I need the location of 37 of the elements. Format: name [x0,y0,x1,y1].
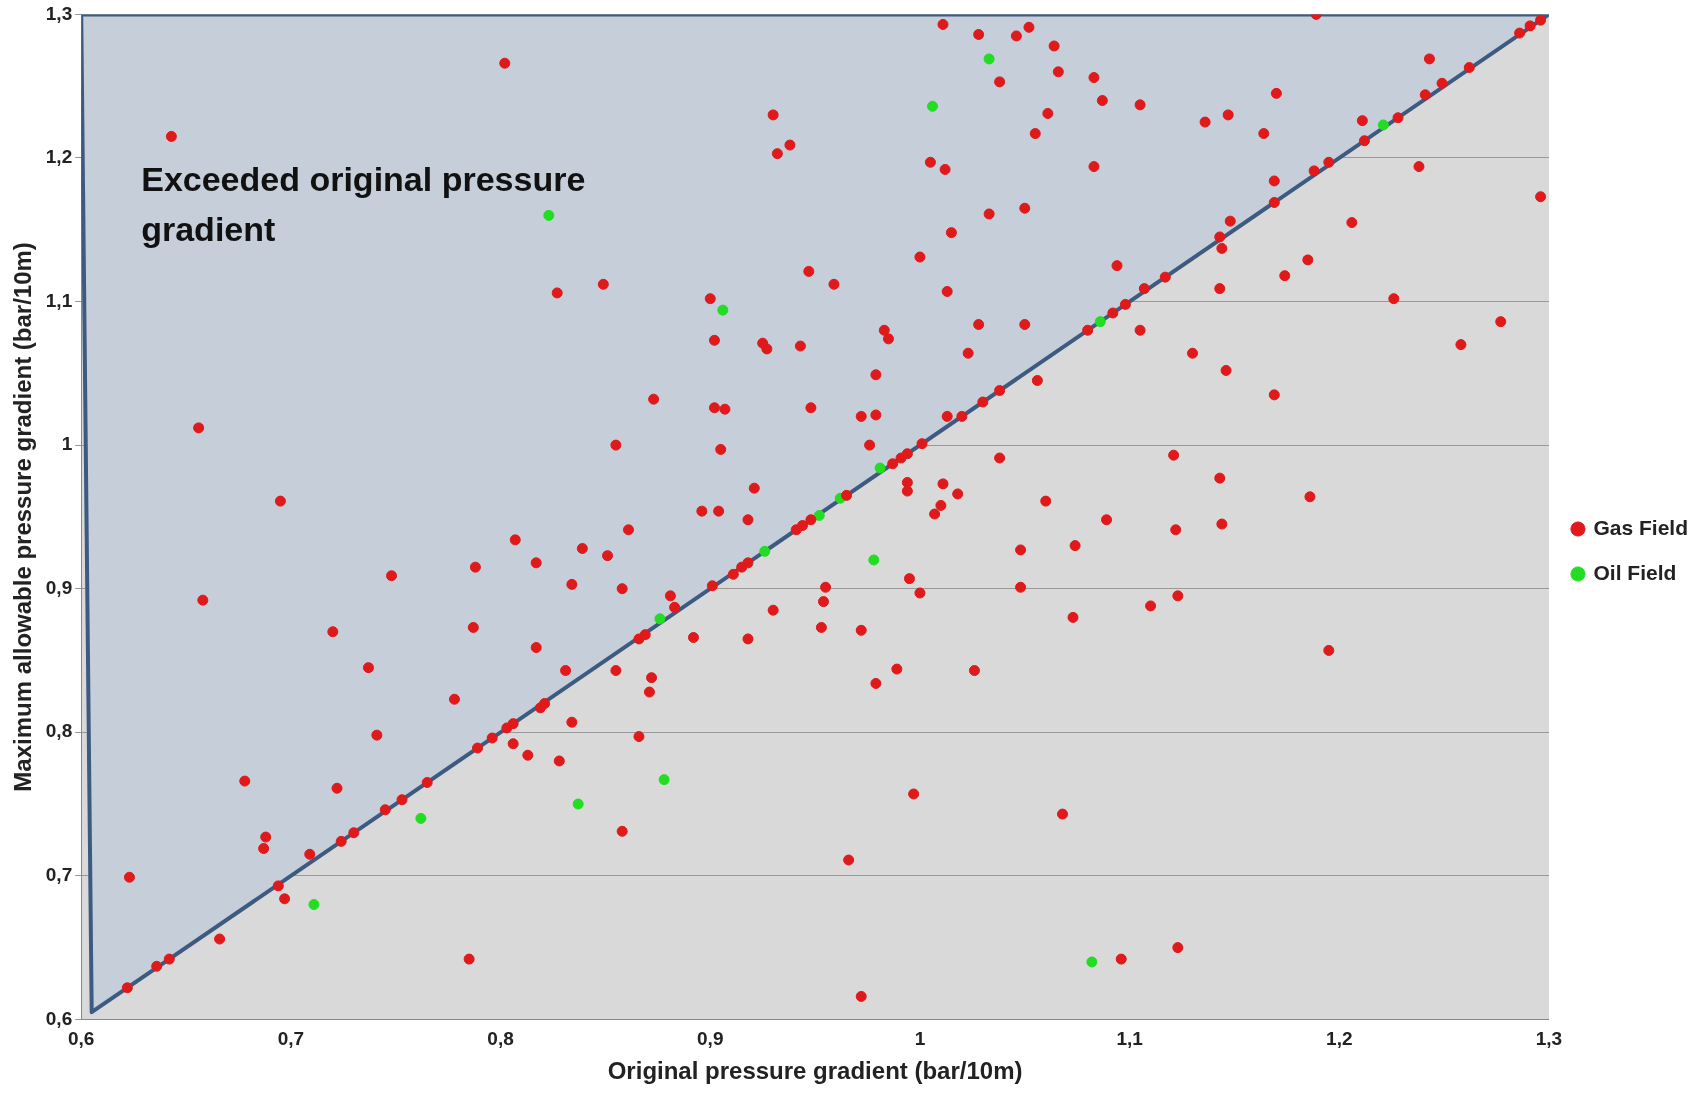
point [717,304,729,316]
y-tick-label: 0,6 [45,1007,73,1029]
y-tick-label: 0,7 [45,864,73,886]
y-tick-label: 1,1 [45,289,73,311]
point [759,545,771,557]
x-tick-label: 1,3 [1535,1028,1563,1050]
x-tick-label: 0,7 [277,1028,305,1050]
point [415,812,427,824]
x-tick-label: 1,1 [1116,1028,1144,1050]
x-tick-label: 0,8 [487,1028,514,1050]
x-tick-label: 0,9 [697,1028,724,1050]
point [654,613,666,625]
y-tick-label: 0,8 [45,720,73,742]
y-tick-label: 1,3 [45,2,73,24]
legend-label: Gas Field [1593,515,1688,539]
point [927,100,939,112]
y-tick-label: 1 [61,433,73,455]
y-tick-label: 1,2 [45,146,73,168]
x-tick-label: 1,2 [1326,1028,1353,1050]
point [813,509,825,521]
y-axis-title: Maximum allowable pressure gradient (bar/10m) [9,242,37,792]
point [1377,119,1389,131]
annotation: Exceeded original pressure gradient [141,159,586,248]
point [543,209,555,221]
point [308,899,320,911]
y-tick-label: 0,9 [45,576,73,598]
point [983,53,995,65]
point [874,462,886,474]
point [868,554,880,566]
point [1086,956,1098,968]
point [572,798,584,810]
point [658,774,670,786]
legend-label: Oil Field [1593,560,1677,584]
x-axis-title: Original pressure gradient (bar/10m) [607,1057,1023,1085]
x-tick-label: 0,6 [68,1028,95,1050]
x-tick-label: 1 [914,1028,926,1050]
point [1094,316,1106,328]
